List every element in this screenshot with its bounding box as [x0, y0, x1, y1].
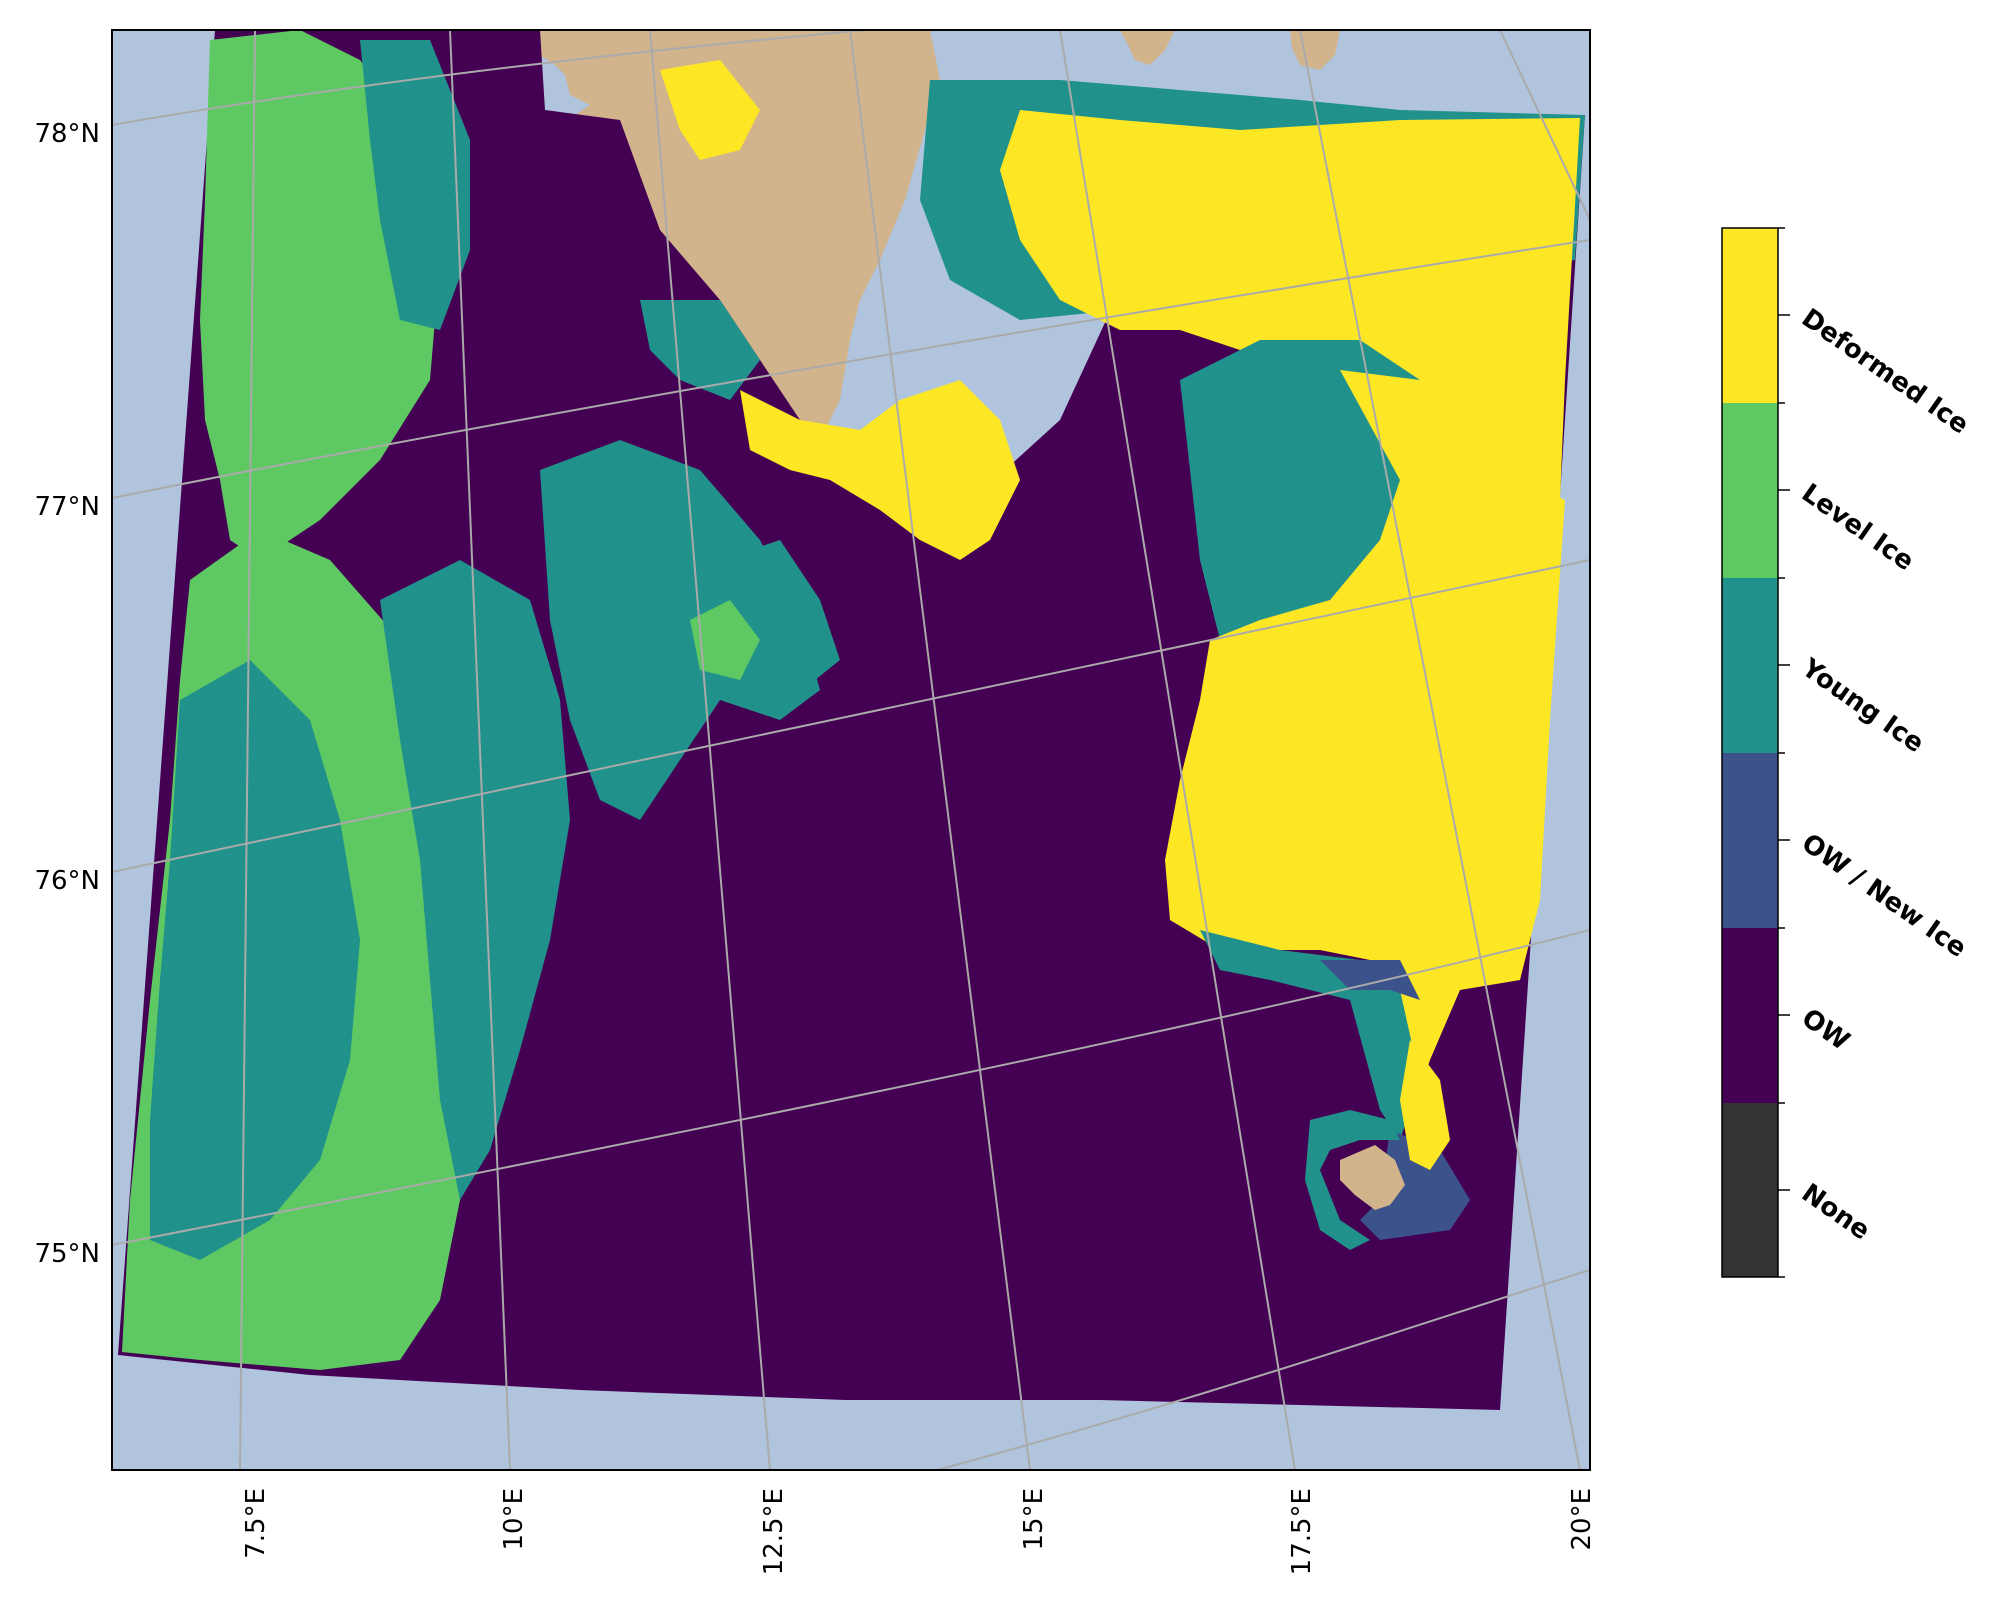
lon-label-12-5e: 12.5°E — [759, 1488, 789, 1575]
graticule — [112, 30, 1590, 1470]
colorbar-label-young-ice: Young Ice — [1795, 653, 1929, 759]
parallel-77n — [112, 239, 1590, 499]
lon-label-17-5e: 17.5°E — [1287, 1488, 1317, 1575]
colorbar-swatch-level-ice — [1722, 403, 1778, 578]
young-ice-central-east — [720, 540, 840, 700]
deformed-ice-svalbard-fringe — [740, 380, 1020, 560]
lat-label-76n: 76°N — [34, 866, 100, 896]
colorbar-ticks — [1778, 227, 1790, 1278]
meridian-17-5e — [1059, 30, 1296, 1470]
longitude-labels: 7.5°E 10°E 12.5°E 15°E 17.5°E 20°E — [241, 1488, 1597, 1575]
colorbar-swatch-none — [1722, 1103, 1778, 1277]
level-ice-central-patch — [690, 600, 760, 680]
young-ice-west-band — [380, 560, 570, 1200]
young-ice-southwest — [150, 660, 360, 1260]
meridian-20e — [1299, 30, 1581, 1470]
deformed-ice-hopen — [1400, 1040, 1450, 1170]
colorbar-label-deformed-ice: Deformed Ice — [1796, 303, 1974, 440]
svalbard-land — [540, 30, 940, 450]
lat-label-78n: 78°N — [34, 119, 100, 149]
svalbard-land-east — [1120, 30, 1175, 65]
parallel-76n — [112, 559, 1590, 873]
colorbar-swatch-deformed-ice — [1722, 228, 1778, 403]
parallel-78n — [112, 30, 879, 126]
deformed-ice-east — [1165, 370, 1565, 1120]
lon-label-15e: 15°E — [1019, 1488, 1049, 1551]
colorbar-swatch-ow — [1722, 928, 1778, 1103]
meridian-12-5e — [649, 30, 771, 1470]
hopen-island-top — [1340, 1145, 1405, 1210]
meridian-15e — [849, 30, 1031, 1470]
lon-label-20e: 20°E — [1567, 1488, 1597, 1551]
colorbar-swatch-ow-new-ice — [1722, 753, 1778, 928]
lon-label-7-5e: 7.5°E — [241, 1488, 271, 1559]
meridian-22-5e — [1499, 30, 1590, 221]
colorbar-label-ow-new-ice: OW / New Ice — [1796, 828, 1972, 964]
young-ice-north — [360, 40, 470, 330]
lat-label-75n: 75°N — [34, 1239, 100, 1269]
young-ice-hopen-ring — [1305, 1110, 1400, 1250]
meridian-10e — [449, 30, 511, 1470]
lon-label-10e: 10°E — [499, 1488, 529, 1551]
deformed-ice-north-strip — [660, 60, 760, 160]
meridian-7-5e — [239, 30, 256, 1470]
parallel-74n — [933, 1269, 1590, 1470]
colorbar-swatch-young-ice — [1722, 578, 1778, 753]
colorbar-label-level-ice: Level Ice — [1796, 478, 1919, 577]
colorbar: Deformed Ice Level Ice Young Ice OW / Ne… — [1721, 227, 1974, 1278]
latitude-labels: 78°N 77°N 76°N 75°N — [34, 119, 100, 1269]
ow-new-ice-east — [1320, 960, 1420, 1000]
young-ice-svalbard-south — [640, 300, 760, 400]
lat-label-77n: 77°N — [34, 492, 100, 522]
colorbar-label-ow: OW — [1796, 1003, 1855, 1057]
colorbar-label-none: None — [1796, 1178, 1875, 1246]
map-frame — [111, 29, 1591, 1471]
parallel-75n — [112, 929, 1590, 1246]
young-ice-central — [540, 440, 820, 820]
